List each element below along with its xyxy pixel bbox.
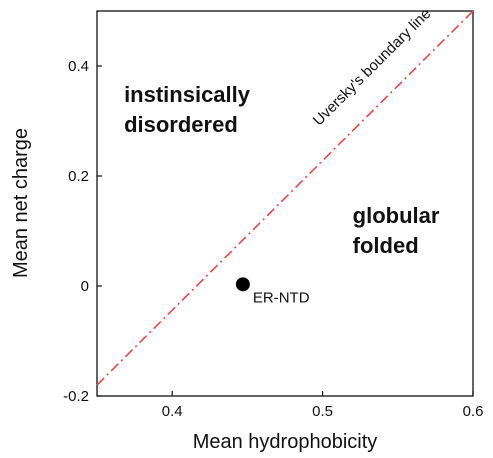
plot-area: 0.4 0.5 0.6 -0.200.20.4 Uversky's boundary… <box>63 5 483 420</box>
region-label-line: disordered <box>124 112 238 137</box>
y-axis-label: Mean net charge <box>10 128 32 278</box>
x-tick-label: 0.4 <box>162 403 183 420</box>
plot-frame <box>96 10 474 397</box>
y-tick-label: 0.4 <box>68 58 89 75</box>
region-label-line: globular <box>353 203 440 228</box>
x-axis-label: Mean hydrophobicity <box>193 431 378 453</box>
region-labels: instinsically disordered globular folded <box>124 82 440 258</box>
x-tick-label: 0.6 <box>463 403 484 420</box>
y-axis-ticks: -0.2 0 0.2 0.4 <box>63 58 102 405</box>
region-label: instinsically disordered <box>124 82 251 137</box>
region-label-line: instinsically <box>124 82 251 107</box>
data-points: ER-NTD <box>235 277 310 306</box>
x-axis-ticks: 0.4 0.5 0.6 <box>162 391 484 420</box>
data-point <box>235 277 250 292</box>
y-tick-label: 0.2 <box>68 168 89 185</box>
y-tick-label: 0 <box>81 278 89 295</box>
region-label: globular folded <box>353 203 440 258</box>
y-tick-label: -0.2 <box>63 388 89 405</box>
region-label-line: folded <box>353 233 419 258</box>
boundary-line <box>96 10 474 386</box>
data-point-label: ER-NTD <box>253 289 310 306</box>
x-tick-label: 0.5 <box>312 403 333 420</box>
